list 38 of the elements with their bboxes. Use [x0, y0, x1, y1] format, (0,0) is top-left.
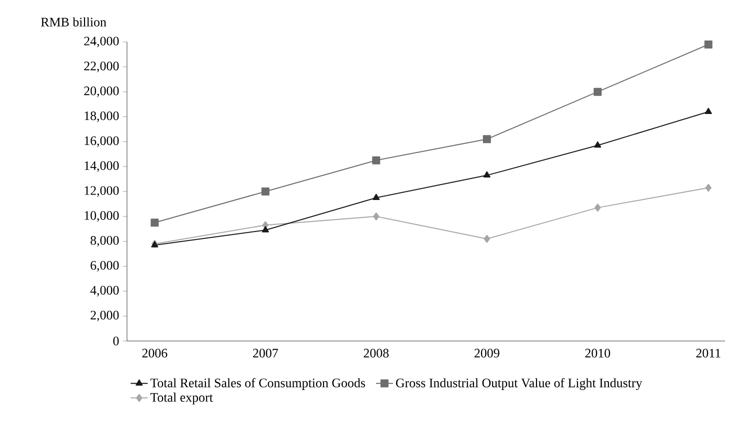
x-tick-label: 2011 — [696, 348, 720, 358]
y-tick-label: 12,000 — [84, 186, 119, 197]
point — [704, 40, 712, 48]
x-tick-label: 2010 — [585, 348, 610, 358]
point — [261, 187, 270, 196]
y-tick-label: 10,000 — [84, 211, 119, 222]
y-tick-label: 24,000 — [84, 36, 119, 48]
y-axis-title: RMB billion — [41, 17, 106, 26]
legend-label: Total export — [150, 392, 213, 404]
point — [372, 156, 380, 164]
point — [594, 141, 602, 148]
y-tick-label: 6,000 — [90, 260, 119, 272]
y-tick-label: 8,000 — [90, 236, 119, 247]
y-tick-label: 20,000 — [84, 86, 119, 98]
point — [482, 135, 491, 144]
y-tick-label: 0 — [113, 336, 119, 346]
y-tick-label: 16,000 — [84, 136, 119, 147]
point — [150, 218, 159, 227]
point — [704, 108, 712, 114]
point — [262, 226, 269, 232]
point — [484, 234, 490, 243]
y-tick-label: 18,000 — [84, 111, 119, 122]
x-tick-label: 2007 — [253, 348, 278, 358]
legend-label: Gross Industrial Output Value of Light Industry — [396, 378, 642, 390]
y-tick-label: 2,000 — [90, 310, 119, 322]
y-tick-label: 22,000 — [84, 62, 119, 72]
point — [705, 184, 712, 192]
y-tick-label: 14,000 — [84, 161, 119, 172]
point — [373, 212, 380, 220]
point — [594, 88, 602, 96]
x-tick-label: 2009 — [474, 348, 500, 358]
point — [594, 204, 601, 212]
legend-label: Total Retail Sales of Consumption Goods — [150, 378, 366, 390]
x-tick-label: 2006 — [142, 348, 168, 358]
point — [483, 171, 490, 178]
y-tick-label: 4,000 — [90, 286, 119, 296]
point — [372, 194, 380, 200]
x-tick-label: 2008 — [364, 348, 389, 358]
